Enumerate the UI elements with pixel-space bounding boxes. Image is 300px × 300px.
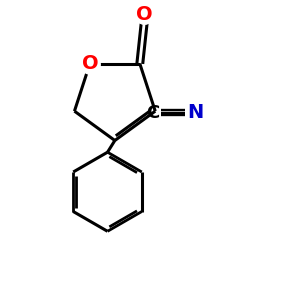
Text: O: O xyxy=(82,54,98,73)
Text: C: C xyxy=(146,103,159,122)
Text: O: O xyxy=(136,5,152,24)
Text: N: N xyxy=(187,103,203,122)
